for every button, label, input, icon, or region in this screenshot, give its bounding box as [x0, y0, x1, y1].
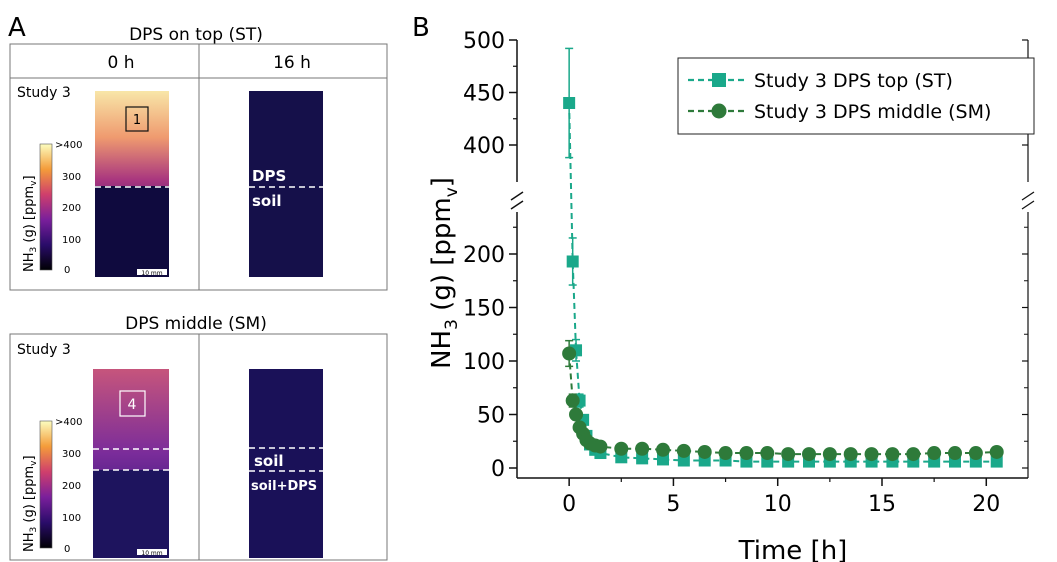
y-tick-label: 450	[463, 82, 505, 107]
data-point-circle	[906, 447, 920, 461]
panel-b-chart: B 0 50 100 150 200 400 450 500 0 5 10 15 20 Study 3 …	[412, 13, 1034, 562]
cbar-tick-400: >400	[55, 140, 82, 151]
data-point-circle	[569, 408, 583, 422]
legend-marker-circle	[712, 104, 727, 119]
data-point-circle	[844, 447, 858, 461]
bottom-study-label: Study 3	[17, 342, 71, 358]
data-point-circle	[677, 444, 691, 458]
bottom-0h-scale-label: 10 mm	[141, 550, 162, 557]
data-point-circle	[760, 446, 774, 460]
series-line	[569, 354, 997, 455]
cbar-tick-100: 100	[62, 235, 81, 246]
x-tick-label: 10	[764, 492, 792, 517]
cbar2-tick-200: 200	[62, 481, 81, 492]
data-point-circle	[823, 447, 837, 461]
x-axis-title: Time [h]	[738, 536, 848, 562]
y-tick-label: 150	[463, 297, 505, 322]
bottom-0h-lower	[93, 470, 169, 558]
top-0h-soil	[95, 186, 169, 277]
data-point-circle	[614, 442, 628, 456]
y-tick-label: 400	[463, 134, 505, 159]
x-tick-label: 20	[972, 492, 1000, 517]
data-point-circle	[719, 446, 733, 460]
data-point-circle	[927, 446, 941, 460]
data-point-circle	[865, 447, 879, 461]
panel-a: A DPS on top (ST) 0 h 16 h Study 3 1 10 …	[8, 13, 387, 560]
data-point-circle	[566, 394, 580, 408]
y-tick-label: 0	[491, 457, 505, 482]
y-axis-title: NH3 (g) [ppmv]	[427, 177, 462, 369]
data-point-circle	[593, 440, 607, 454]
cbar-tick-0: 0	[64, 265, 70, 276]
top-title: DPS on top (ST)	[129, 25, 263, 45]
cbar2-tick-100: 100	[62, 513, 81, 524]
series-2	[562, 341, 1004, 461]
top-frame	[10, 44, 387, 290]
roi-4-label: 4	[128, 397, 137, 413]
top-colorbar-label: NH3 (g) [ppmv]	[22, 175, 39, 272]
cbar2-tick-0: 0	[64, 544, 70, 555]
data-point-circle	[635, 442, 649, 456]
bottom-16h-label-soil-dps: soil+DPS	[251, 479, 317, 494]
data-point-square	[563, 97, 575, 109]
data-point-circle	[802, 447, 816, 461]
top-colorbar	[40, 144, 52, 270]
data-point-circle	[781, 447, 795, 461]
data-point-circle	[698, 445, 712, 459]
axis-break-mark-left-2	[511, 201, 523, 209]
chart-legend: Study 3 DPS top (ST) Study 3 DPS middle (…	[678, 58, 1034, 134]
bottom-colorbar-ticks: >400 300 200 100 0	[55, 417, 82, 555]
data-point-circle	[562, 347, 576, 361]
bottom-colorbar-label: NH3 (g) [ppmv]	[22, 455, 39, 552]
legend-marker-square	[712, 73, 726, 87]
series-line	[569, 103, 997, 462]
bottom-16h-label-soil: soil	[254, 452, 284, 470]
top-0h-scale-label: 10 mm	[141, 270, 162, 277]
cbar2-tick-300: 300	[62, 449, 81, 460]
data-point-circle	[948, 446, 962, 460]
panel-a-label: A	[8, 13, 26, 43]
cbar2-tick-400: >400	[55, 417, 82, 428]
cbar-tick-300: 300	[62, 172, 81, 183]
bottom-title: DPS middle (SM)	[125, 314, 267, 334]
roi-1-label: 1	[133, 113, 141, 128]
data-point-circle	[885, 447, 899, 461]
y-tick-label: 50	[477, 404, 505, 429]
cbar-tick-200: 200	[62, 203, 81, 214]
y-tick-label: 200	[463, 243, 505, 268]
y-tick-label: 100	[463, 350, 505, 375]
legend-label: Study 3 DPS top (ST)	[754, 70, 953, 92]
bottom-frame	[10, 334, 387, 560]
legend-label: Study 3 DPS middle (SM)	[754, 101, 991, 123]
x-tick-label: 15	[868, 492, 896, 517]
panel-b-label: B	[412, 13, 430, 43]
top-study-label: Study 3	[17, 85, 71, 101]
y-tick-label: 500	[463, 29, 505, 54]
col-0h-header: 0 h	[108, 53, 135, 73]
data-point-circle	[656, 443, 670, 457]
top-colorbar-ticks: >400 300 200 100 0	[55, 140, 82, 276]
axis-break-mark-left-1	[511, 192, 523, 200]
data-point-circle	[990, 445, 1004, 459]
axis-break-mark-right-2	[1022, 201, 1034, 209]
top-16h-label-soil: soil	[252, 192, 282, 210]
axis-break-mark-right-1	[1022, 192, 1034, 200]
top-16h-label-dps: DPS	[252, 167, 286, 185]
x-tick-label: 5	[666, 492, 680, 517]
col-16h-header: 16 h	[273, 53, 311, 73]
data-point-circle	[739, 446, 753, 460]
data-point-circle	[969, 446, 983, 460]
x-tick-label: 0	[562, 492, 576, 517]
data-point-square	[567, 255, 579, 267]
bottom-colorbar	[40, 421, 52, 548]
